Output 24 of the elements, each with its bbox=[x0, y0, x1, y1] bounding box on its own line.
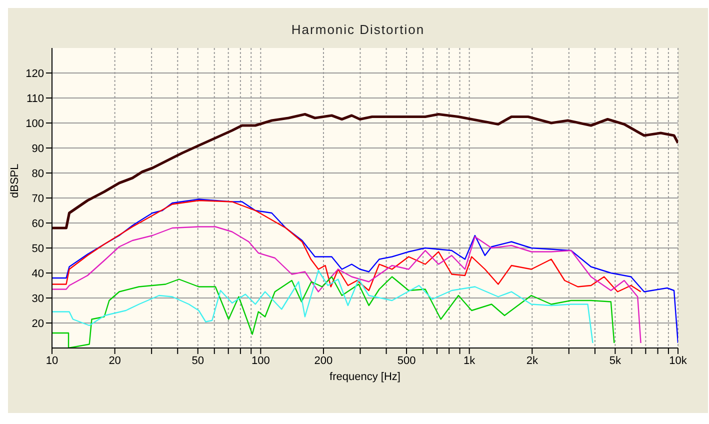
y-tick-label: 50 bbox=[32, 242, 44, 255]
x-tick-label: 1k bbox=[464, 354, 476, 367]
x-axis-title: frequency [Hz] bbox=[330, 371, 400, 383]
y-tick-label: 70 bbox=[32, 192, 44, 205]
y-tick-label: 40 bbox=[32, 268, 44, 280]
x-tick-label: 10 bbox=[46, 354, 58, 367]
y-tick-label: 20 bbox=[32, 318, 44, 330]
y-tick-label: 120 bbox=[26, 68, 44, 80]
y-tick-label: 80 bbox=[32, 168, 44, 180]
x-tick-label: 20 bbox=[108, 354, 121, 367]
x-tick-label: 500 bbox=[397, 354, 416, 367]
chart-title: Harmonic Distortion bbox=[290, 22, 426, 37]
y-axis-title: dBSPL bbox=[8, 164, 21, 198]
x-tick-label: 2k bbox=[526, 354, 538, 367]
y-tick-label: 90 bbox=[32, 142, 44, 155]
x-tick-label: 200 bbox=[314, 354, 333, 367]
y-tick-label: 60 bbox=[32, 218, 44, 230]
x-tick-label: 10k bbox=[669, 354, 688, 367]
y-tick-label: 30 bbox=[32, 292, 44, 305]
y-tick-label: 110 bbox=[26, 92, 44, 105]
x-tick-label: 100 bbox=[251, 354, 270, 367]
y-tick-label: 100 bbox=[26, 118, 44, 130]
x-tick-label: 50 bbox=[192, 354, 204, 367]
x-tick-label: 5k bbox=[609, 354, 622, 367]
